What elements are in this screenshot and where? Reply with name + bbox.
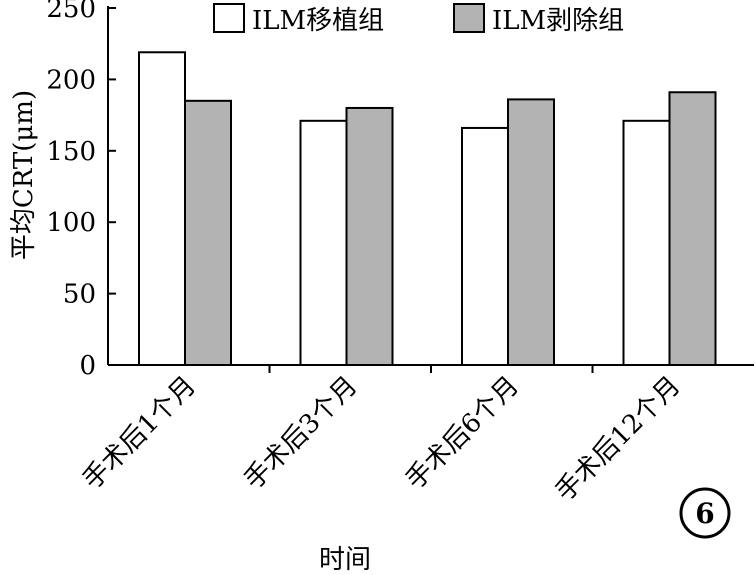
x-category-label: 手术后1个月 <box>77 371 202 496</box>
bar-ilm-peel-1 <box>184 99 232 366</box>
y-tick-label: 50 <box>63 280 96 310</box>
bar-ilm-graft-3 <box>461 126 509 367</box>
bar-ilm-peel-3 <box>507 98 555 366</box>
bar-ilm-graft-4 <box>622 119 671 366</box>
panel-number-badge: 6 <box>679 487 731 539</box>
x-category-label: 手术后6个月 <box>400 371 525 496</box>
y-tick-label: 100 <box>46 208 96 238</box>
legend-swatch-ilm-peel <box>453 3 485 33</box>
legend-label-ilm-peel: ILM剥除组 <box>492 6 624 36</box>
y-axis-title: 平均CRT(μm) <box>9 90 39 260</box>
x-axis-title: 时间 <box>319 545 371 575</box>
bar-ilm-peel-2 <box>345 106 394 367</box>
legend-label-ilm-graft: ILM移植组 <box>252 6 384 36</box>
bar-ilm-graft-1 <box>138 51 186 366</box>
x-category-label: 手术后3个月 <box>239 371 364 496</box>
bars <box>138 51 717 367</box>
y-tick-label: 250 <box>46 0 96 24</box>
bar-ilm-peel-4 <box>668 91 717 366</box>
x-category-label: 手术后12个月 <box>550 371 687 508</box>
panel-number: 6 <box>695 497 714 530</box>
panel-number-circle <box>679 487 731 539</box>
y-tick-label: 150 <box>46 137 96 167</box>
legend: ILM移植组 ILM剥除组 <box>213 3 624 36</box>
y-tick-labels: 0 50 100 150 200 250 <box>46 0 96 381</box>
y-tick-label: 0 <box>79 351 96 381</box>
bar-ilm-graft-2 <box>299 119 348 366</box>
legend-swatch-ilm-graft <box>213 3 245 33</box>
x-category-labels: 手术后1个月 手术后3个月 手术后6个月 手术后12个月 <box>77 371 686 508</box>
y-tick-label: 200 <box>46 65 96 95</box>
